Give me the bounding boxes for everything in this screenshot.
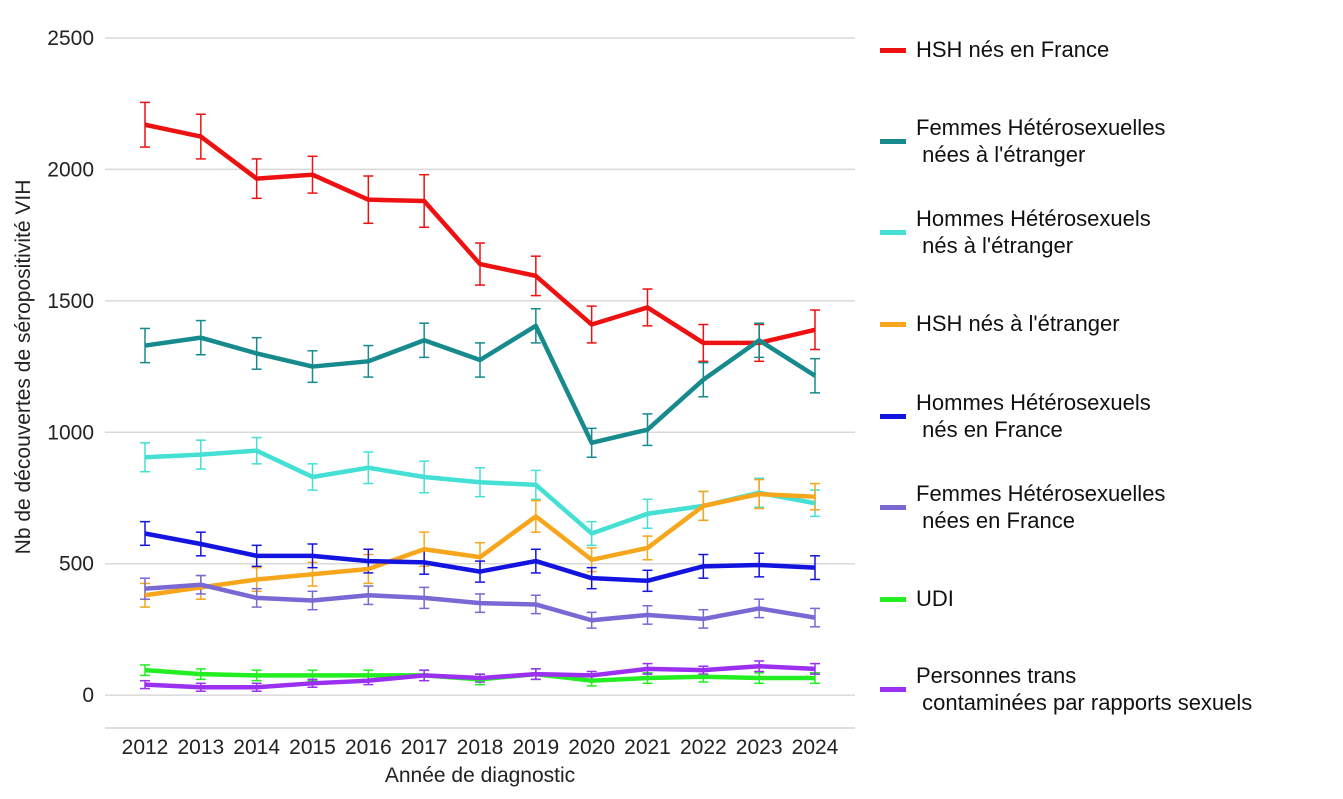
legend-swatch <box>880 414 906 419</box>
legend-label: Hommes Hétérosexuels nés à l'étranger <box>916 206 1151 258</box>
x-tick-label: 2019 <box>512 736 559 759</box>
legend-swatch <box>880 687 906 692</box>
legend-label: Personnes trans contaminées par rapports… <box>916 663 1253 715</box>
x-tick-label: 2023 <box>736 736 783 759</box>
y-axis-label: Nb de découvertes de séropositivité VIH <box>12 180 35 555</box>
y-tick-label: 2000 <box>47 158 94 181</box>
legend-label: HSH nés en France <box>916 37 1110 62</box>
y-tick-label: 0 <box>82 684 94 707</box>
y-tick-label: 1000 <box>47 421 94 444</box>
legend-label: UDI <box>916 586 954 611</box>
series-line <box>144 663 816 690</box>
x-tick-label: 2020 <box>568 736 615 759</box>
legend-swatch <box>880 596 906 602</box>
series-line <box>144 323 817 446</box>
x-tick-label: 2017 <box>401 736 448 759</box>
series-line <box>144 491 816 598</box>
x-tick-label: 2022 <box>680 736 727 759</box>
x-tick-label: 2012 <box>122 736 169 759</box>
legend-swatch <box>880 47 906 53</box>
error-bar <box>810 482 820 511</box>
y-tick-label: 2500 <box>47 27 94 50</box>
series-line <box>144 122 816 346</box>
legend-swatch <box>880 505 906 510</box>
y-tick-label: 500 <box>59 553 94 576</box>
legend-label: Femmes Hétérosexuelles nées à l'étranger <box>916 115 1166 167</box>
legend-swatch <box>880 139 906 144</box>
legend-swatch <box>880 230 906 235</box>
x-axis-label: Année de diagnostic <box>385 764 575 787</box>
chart: Nb de découvertes de séropositivité VIH … <box>12 27 855 787</box>
legend-label: Hommes Hétérosexuels nés en France <box>916 390 1151 442</box>
error-bar <box>140 679 150 690</box>
legend-swatch <box>880 321 906 327</box>
x-tick-label: 2021 <box>624 736 671 759</box>
x-tick-label: 2018 <box>457 736 504 759</box>
x-tick-label: 2016 <box>345 736 392 759</box>
x-tick-label: 2024 <box>792 736 839 759</box>
series-line <box>144 582 816 623</box>
x-tick-label: 2013 <box>177 736 224 759</box>
legend-label: Femmes Hétérosexuelles nées en France <box>916 481 1166 533</box>
x-tick-label: 2014 <box>233 736 280 759</box>
y-tick-label: 1500 <box>47 290 94 313</box>
legend-label: HSH nés à l'étranger <box>916 311 1120 336</box>
series-line <box>144 531 816 584</box>
x-tick-label: 2015 <box>289 736 336 759</box>
